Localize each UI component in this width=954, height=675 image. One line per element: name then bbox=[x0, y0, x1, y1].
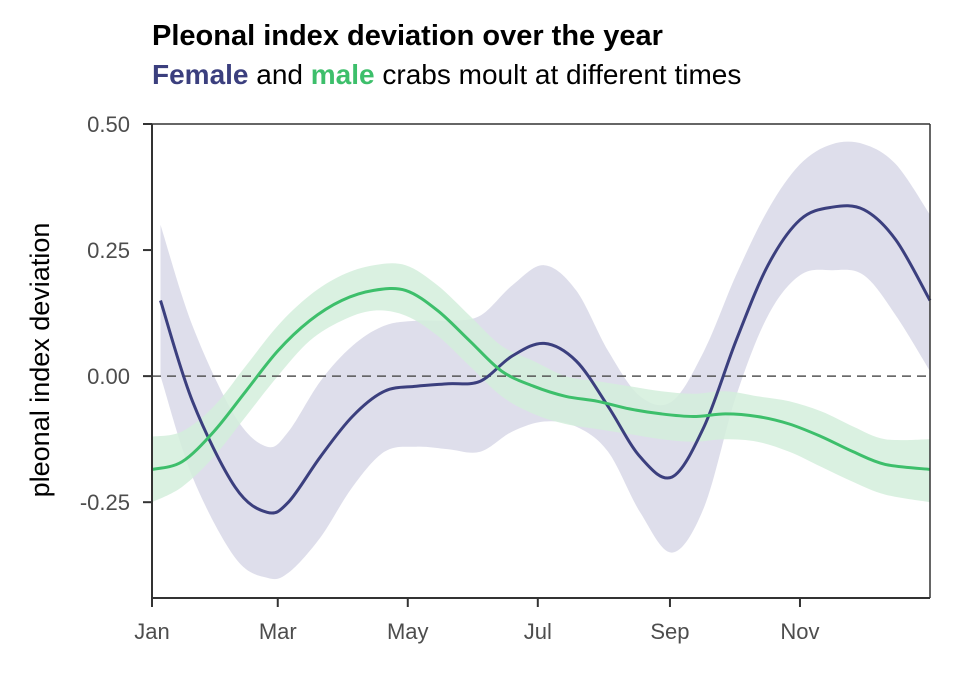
y-tick-label: -0.25 bbox=[80, 490, 130, 515]
series-line-female bbox=[159, 204, 932, 515]
confidence-band-male bbox=[152, 263, 930, 503]
y-tick-label: 0.25 bbox=[87, 238, 130, 263]
series-line-male bbox=[151, 286, 931, 471]
x-tick-label: May bbox=[387, 619, 429, 644]
confidence-band-female bbox=[160, 141, 930, 580]
y-tick-label: 0.50 bbox=[87, 112, 130, 137]
x-axis-ticks: Jan Mar May Jul Sep Nov bbox=[134, 598, 820, 644]
x-tick-label: Sep bbox=[650, 619, 689, 644]
x-tick-label: Mar bbox=[259, 619, 297, 644]
y-axis-ticks: 0.50 0.25 0.00 -0.25 bbox=[80, 112, 152, 515]
chart-subtitle: Female and male crabs moult at different… bbox=[152, 59, 741, 91]
y-tick-label: 0.00 bbox=[87, 364, 130, 389]
series-lines bbox=[151, 204, 932, 515]
y-axis-title: pleonal index deviation bbox=[25, 223, 55, 498]
confidence-bands bbox=[152, 141, 930, 580]
subtitle-male: male bbox=[310, 59, 375, 90]
chart-title: Pleonal index deviation over the year bbox=[152, 20, 663, 52]
x-tick-label: Nov bbox=[780, 619, 819, 644]
x-tick-label: Jan bbox=[134, 619, 169, 644]
subtitle-and: and bbox=[256, 59, 303, 90]
subtitle-female: Female bbox=[152, 59, 249, 90]
x-tick-label: Jul bbox=[524, 619, 552, 644]
subtitle-rest: crabs moult at different times bbox=[382, 59, 742, 90]
